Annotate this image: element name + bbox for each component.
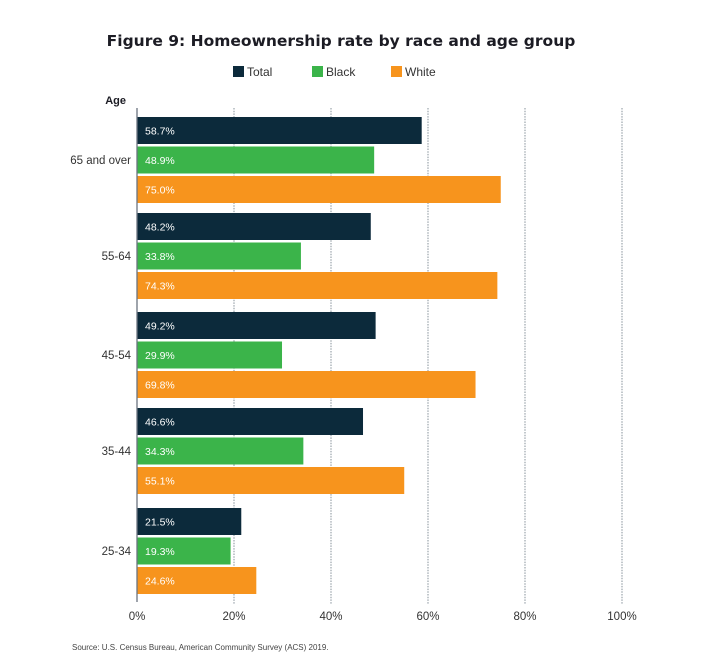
legend-label-total: Total (247, 65, 272, 79)
bar-white (137, 371, 476, 398)
x-axis-ticks: 0% 20% 40% 60% 80% 100% (129, 611, 637, 623)
bar-value-label: 19.3% (145, 546, 175, 558)
bar-value-label: 21.5% (145, 517, 175, 529)
bar-black (137, 341, 283, 369)
legend-swatch-total (233, 66, 244, 77)
x-tick-label: 40% (319, 611, 342, 623)
bar-total (137, 508, 242, 535)
category-label: 35-44 (102, 446, 132, 458)
category-label: 65 and over (70, 155, 131, 167)
bar-value-label: 29.9% (145, 350, 175, 362)
category-label: 25-34 (102, 546, 132, 558)
bar-total (137, 408, 364, 435)
bar-value-label: 49.2% (145, 321, 175, 333)
legend-swatch-white (391, 66, 402, 77)
x-tick-label: 0% (129, 611, 146, 623)
source-note: Source: U.S. Census Bureau, American Com… (72, 643, 329, 652)
bar-total (137, 312, 376, 339)
category-label: 55-64 (102, 251, 132, 263)
legend-swatch-black (312, 66, 323, 77)
bar-value-label: 69.8% (145, 380, 175, 392)
bar-white (137, 176, 501, 203)
bar-black (137, 537, 231, 565)
x-tick-label: 100% (607, 611, 636, 623)
bar-total (137, 117, 422, 144)
bars: 58.7% 48.9% 75.0% 48.2% 33.8% 74.3% 49.2% 29.9%… (137, 117, 501, 594)
bar-value-label: 33.8% (145, 251, 175, 263)
bar-value-label: 46.6% (145, 417, 175, 429)
y-axis-title: Age (105, 95, 126, 107)
chart-title: Figure 9: Homeownership rate by race and… (107, 32, 576, 50)
bar-black (137, 242, 301, 270)
legend: Total Black White (233, 65, 436, 79)
bar-value-label: 48.2% (145, 222, 175, 234)
x-tick-label: 60% (416, 611, 439, 623)
bar-value-label: 48.9% (145, 155, 175, 167)
category-labels: 65 and over 55-64 45-54 35-44 25-34 (70, 155, 131, 558)
bar-value-label: 74.3% (145, 281, 175, 293)
bar-value-label: 55.1% (145, 476, 175, 488)
legend-label-black: Black (326, 65, 356, 79)
bar-white (137, 272, 498, 299)
bar-white (137, 567, 257, 594)
bar-total (137, 213, 371, 240)
bar-value-label: 58.7% (145, 126, 175, 138)
bar-value-label: 34.3% (145, 446, 175, 458)
bar-value-label: 75.0% (145, 185, 175, 197)
x-tick-label: 80% (513, 611, 536, 623)
bar-black (137, 146, 375, 174)
bar-white (137, 467, 405, 494)
legend-label-white: White (405, 65, 436, 79)
x-tick-label: 20% (222, 611, 245, 623)
category-label: 45-54 (102, 350, 132, 362)
bar-value-label: 24.6% (145, 576, 175, 588)
bar-black (137, 437, 304, 465)
